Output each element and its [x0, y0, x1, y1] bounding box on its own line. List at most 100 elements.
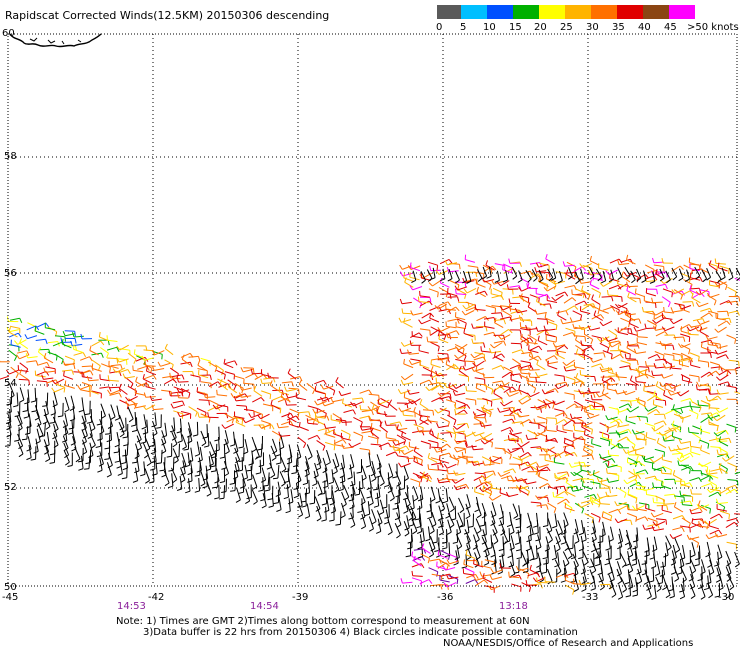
wind-barb — [278, 426, 289, 429]
wind-barb — [727, 286, 737, 293]
wind-barb-flag — [673, 494, 677, 500]
wind-barb-flag — [369, 426, 372, 432]
wind-barb — [689, 268, 700, 272]
wind-barb-flag — [135, 376, 138, 382]
wind-barb — [492, 353, 502, 359]
wind-barb — [8, 329, 19, 333]
wind-barb-flag — [71, 369, 74, 375]
wind-barb — [205, 396, 216, 398]
wind-barb — [314, 409, 325, 414]
lat-label-52: 52 — [4, 482, 17, 493]
wind-barb — [331, 469, 334, 483]
wind-barb — [700, 584, 706, 597]
wind-barb-flag — [482, 460, 486, 466]
wind-barb — [164, 378, 174, 385]
wind-barb-flag — [267, 372, 270, 378]
wind-barb-flag — [618, 258, 623, 264]
wind-barb-flag — [252, 368, 255, 374]
wind-barb — [592, 519, 597, 533]
wind-barb-flag — [433, 447, 438, 453]
wind-barb — [144, 468, 150, 481]
wind-barb-flag — [663, 306, 665, 313]
wind-barb — [566, 543, 573, 556]
wind-barb-flag — [16, 354, 20, 360]
wind-barb — [511, 583, 522, 588]
wind-barb — [272, 438, 278, 452]
wind-barb-flag — [473, 413, 477, 419]
wind-barb-flag — [734, 488, 739, 494]
wind-barb — [608, 383, 619, 386]
wind-barb — [361, 475, 364, 489]
lon-label-minus45: -45 — [2, 592, 18, 603]
wind-barb-flag — [219, 497, 225, 500]
wind-barb-flag — [308, 411, 311, 417]
wind-barb — [525, 270, 532, 280]
wind-barb — [206, 481, 212, 494]
wind-barb — [707, 351, 718, 354]
wind-barb — [8, 414, 12, 428]
wind-barb-flag — [499, 305, 504, 311]
wind-barb-flag — [689, 466, 694, 471]
wind-barb — [476, 502, 482, 516]
wind-barb — [74, 446, 81, 460]
wind-barb — [190, 374, 201, 378]
wind-barb — [287, 416, 297, 423]
wind-barb — [517, 529, 521, 543]
wind-barb-flag — [516, 557, 522, 560]
wind-barb-flag — [440, 462, 444, 468]
wind-barb — [697, 463, 708, 468]
wind-barb — [527, 437, 538, 440]
wind-barb-flag — [734, 291, 737, 297]
wind-barb — [456, 448, 467, 453]
wind-barb — [411, 577, 422, 582]
wind-barb — [544, 317, 555, 323]
wind-barb — [554, 462, 565, 465]
wind-barb — [644, 560, 648, 574]
wind-barb-flag — [323, 485, 329, 489]
wind-barb — [152, 432, 155, 446]
wind-barb — [341, 491, 347, 505]
wind-barb-flag — [146, 462, 152, 467]
wind-barb-flag — [624, 492, 627, 498]
wind-barb — [593, 405, 604, 408]
wind-barb — [475, 308, 486, 311]
wind-barb — [464, 567, 475, 573]
wind-barb-flag — [437, 292, 439, 298]
wind-barb-flag — [666, 279, 671, 284]
wind-barb-flag — [421, 279, 426, 284]
wind-barb-flag — [465, 506, 471, 510]
wind-barb-flag — [508, 298, 511, 304]
wind-barb — [555, 381, 566, 385]
wind-barb — [464, 310, 475, 316]
wind-barb-flag — [328, 481, 334, 485]
wind-barb-flag — [500, 365, 505, 370]
wind-barb-flag — [512, 275, 518, 280]
wind-barb — [663, 374, 674, 379]
wind-barb — [45, 446, 51, 460]
wind-barb-flag — [206, 493, 212, 497]
wind-barb-flag — [364, 513, 370, 517]
wind-barb — [673, 318, 683, 325]
wind-barb-flag — [113, 451, 119, 454]
wind-barb — [458, 343, 468, 351]
wind-barb-flag — [580, 476, 583, 482]
wind-barb-flag — [429, 530, 435, 535]
wind-barb — [566, 491, 576, 497]
wind-barb — [124, 376, 135, 379]
wind-barb — [456, 544, 460, 558]
wind-barb — [100, 347, 109, 354]
wind-barb-flag — [677, 460, 680, 466]
wind-barb — [573, 561, 579, 574]
wind-barb-flag — [679, 490, 682, 496]
wind-barb — [527, 341, 538, 345]
wind-barb — [575, 377, 585, 384]
wind-barb — [108, 379, 119, 382]
wind-barb-flag — [700, 342, 703, 348]
wind-barb — [322, 457, 328, 471]
wind-barb — [455, 446, 466, 449]
wind-barb — [602, 436, 612, 441]
wind-barb — [630, 406, 640, 413]
wind-barb-flag — [734, 427, 737, 433]
wind-barb-flag — [6, 327, 10, 332]
wind-barb — [428, 288, 439, 293]
